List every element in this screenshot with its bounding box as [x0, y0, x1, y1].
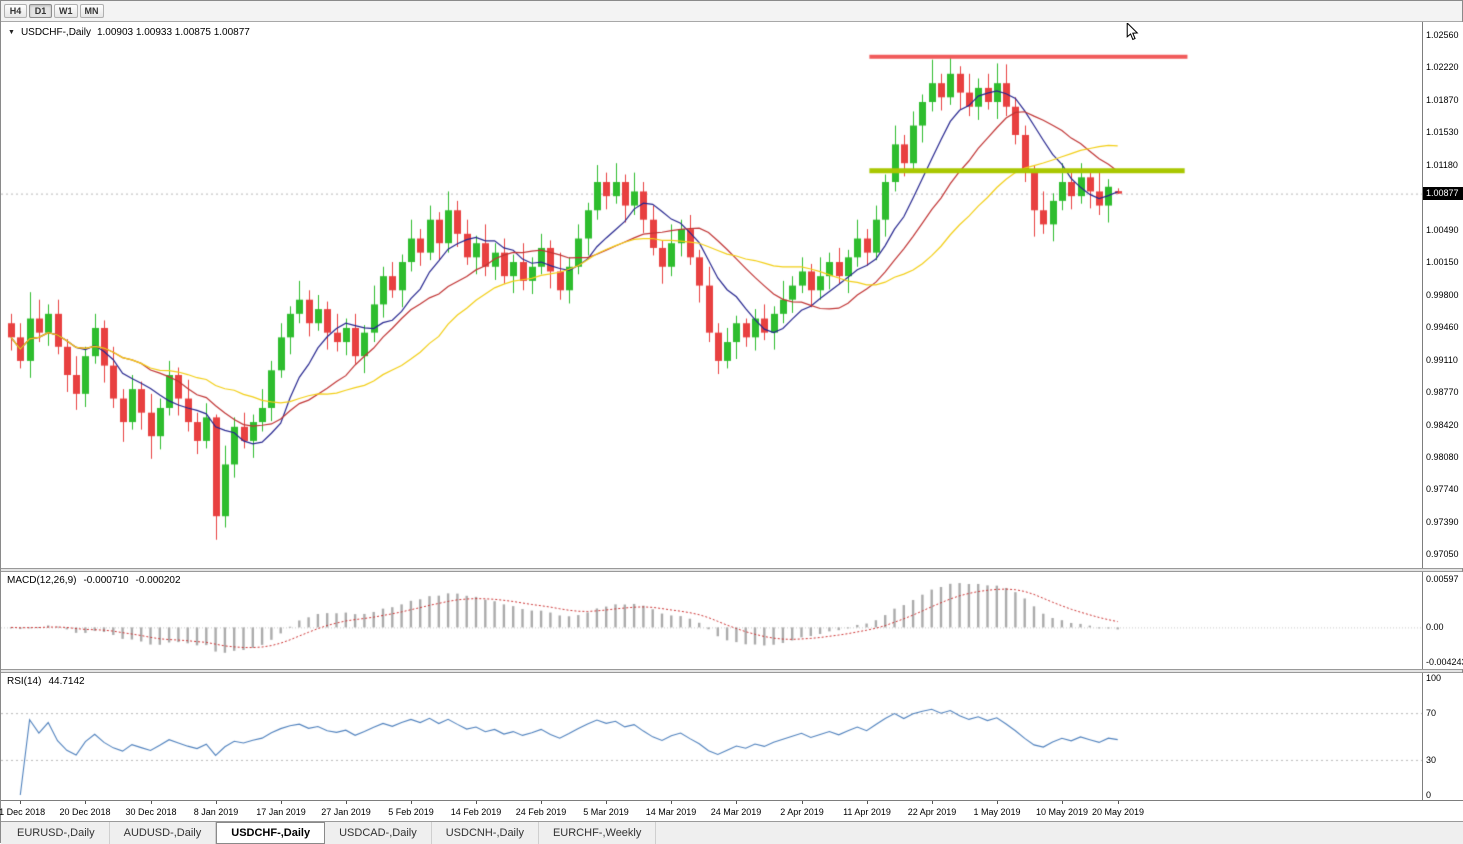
mouse-cursor — [1126, 23, 1139, 41]
macd-panel: MACD(12,26,9) -0.000710 -0.000202 0.0059… — [1, 572, 1463, 669]
price-axis-label: 1.00150 — [1426, 257, 1459, 268]
price-chart-panel: ▼ USDCHF-,Daily 1.00903 1.00933 1.00875 … — [1, 22, 1463, 568]
time-axis-label: 11 Apr 2019 — [843, 807, 891, 817]
macd-axis: 0.00597 0.00 -0.004243 — [1422, 572, 1463, 669]
time-axis-tick — [671, 801, 672, 804]
time-axis-label: 11 Dec 2018 — [0, 807, 46, 817]
panel-splitter[interactable] — [1, 669, 1462, 673]
rsi-axis: 100 70 30 0 — [1422, 673, 1463, 800]
macd-axis-label: 0.00597 — [1426, 573, 1459, 584]
symbol-tab-eurusd[interactable]: EURUSD-,Daily — [3, 822, 110, 844]
symbol-tab-usdcnh[interactable]: USDCNH-,Daily — [432, 822, 539, 844]
time-axis-label: 24 Feb 2019 — [515, 807, 567, 817]
time-axis-tick — [476, 801, 477, 804]
time-axis-tick — [20, 801, 21, 804]
time-axis-tick — [932, 801, 933, 804]
panel-splitter[interactable] — [1, 568, 1462, 572]
timeframe-toolbar: H4 D1 W1 MN — [1, 1, 1462, 22]
timeframe-button-h4[interactable]: H4 — [4, 4, 27, 18]
symbol-tab-bar: EURUSD-,Daily AUDUSD-,Daily USDCHF-,Daily U… — [1, 821, 1463, 844]
time-axis-tick — [606, 801, 607, 804]
rsi-axis-label: 100 — [1426, 673, 1442, 683]
price-axis-label: 0.98420 — [1426, 419, 1459, 430]
timeframe-button-mn[interactable]: MN — [79, 4, 104, 18]
time-axis-tick — [1062, 801, 1063, 804]
rsi-label-row: RSI(14) 44.7142 — [7, 676, 85, 687]
price-axis-label: 0.97050 — [1426, 548, 1459, 559]
price-axis-label: 1.02560 — [1426, 30, 1459, 41]
time-axis-label: 20 May 2019 — [1091, 807, 1145, 817]
time-axis-tick — [541, 801, 542, 804]
time-axis-label: 30 Dec 2018 — [125, 807, 177, 817]
price-axis-label: 0.97740 — [1426, 483, 1459, 494]
time-axis-label: 20 Dec 2018 — [59, 807, 111, 817]
macd-axis-label: -0.004243 — [1426, 656, 1463, 667]
time-axis-label: 10 May 2019 — [1035, 807, 1089, 817]
time-axis-label: 17 Jan 2019 — [256, 807, 306, 817]
chart-symbol-label: USDCHF-,Daily — [20, 27, 91, 38]
macd-label-row: MACD(12,26,9) -0.000710 -0.000202 — [7, 575, 181, 586]
time-axis-label: 14 Mar 2019 — [645, 807, 697, 817]
macd-canvas[interactable] — [1, 572, 1422, 669]
macd-axis-label: 0.00 — [1426, 622, 1444, 633]
price-axis-label: 1.02220 — [1426, 62, 1459, 73]
time-axis-label: 8 Jan 2019 — [193, 807, 239, 817]
rsi-axis-label: 30 — [1426, 754, 1437, 765]
time-axis-tick — [281, 801, 282, 804]
rsi-canvas[interactable] — [1, 673, 1422, 800]
symbol-tab-usdcad[interactable]: USDCAD-,Daily — [325, 822, 432, 844]
time-axis-tick — [997, 801, 998, 804]
time-axis-label: 2 Apr 2019 — [780, 807, 824, 817]
time-axis[interactable]: 11 Dec 2018 20 Dec 2018 30 Dec 2018 8 Jan 2… — [0, 800, 1463, 821]
rsi-axis-label: 70 — [1426, 708, 1437, 719]
chart-ohlc-values: 1.00903 1.00933 1.00875 1.00877 — [96, 27, 250, 38]
time-axis-tick — [411, 801, 412, 804]
price-axis[interactable]: 1.02560 1.02220 1.01870 1.01530 1.01180 1.008… — [1422, 22, 1463, 568]
time-axis-tick — [346, 801, 347, 804]
symbol-tab-audusd[interactable]: AUDUSD-,Daily — [110, 822, 217, 844]
time-axis-tick — [216, 801, 217, 804]
timeframe-button-w1[interactable]: W1 — [54, 4, 78, 18]
price-axis-label: 0.98770 — [1426, 386, 1459, 397]
chart-title: ▼ USDCHF-,Daily 1.00903 1.00933 1.00875 … — [8, 27, 250, 38]
time-axis-tick — [802, 801, 803, 804]
price-axis-label: 0.97390 — [1426, 516, 1459, 527]
timeframe-button-d1[interactable]: D1 — [29, 4, 52, 18]
time-axis-label: 24 Mar 2019 — [710, 807, 762, 817]
time-axis-label: 14 Feb 2019 — [450, 807, 502, 817]
symbol-tab-usdchf[interactable]: USDCHF-,Daily — [216, 822, 326, 844]
price-axis-label: 0.99800 — [1426, 290, 1459, 300]
macd-label: MACD(12,26,9) — [7, 575, 77, 586]
rsi-axis-label: 0 — [1426, 790, 1432, 800]
time-axis-tick — [151, 801, 152, 804]
price-axis-label: 0.99110 — [1426, 354, 1458, 365]
chart-dropdown-icon[interactable]: ▼ — [8, 29, 15, 36]
price-chart-canvas[interactable] — [1, 22, 1422, 568]
time-axis-label: 5 Mar 2019 — [583, 807, 629, 817]
price-axis-label: 1.01180 — [1426, 160, 1458, 171]
current-price-box: 1.00877 — [1423, 186, 1463, 200]
time-axis-tick — [736, 801, 737, 804]
time-axis-label: 22 Apr 2019 — [907, 807, 957, 817]
price-axis-label: 0.98080 — [1426, 451, 1459, 462]
macd-signal-value: -0.000202 — [135, 575, 181, 586]
price-axis-label: 1.01870 — [1426, 95, 1459, 106]
time-axis-tick — [867, 801, 868, 804]
price-axis-label: 1.01530 — [1426, 127, 1459, 138]
time-axis-label: 27 Jan 2019 — [321, 807, 371, 817]
rsi-panel: RSI(14) 44.7142 100 70 30 0 — [1, 673, 1463, 800]
price-axis-label: 1.00490 — [1426, 225, 1459, 236]
time-axis-tick — [85, 801, 86, 804]
time-axis-tick — [1118, 801, 1119, 804]
time-axis-label: 1 May 2019 — [973, 807, 1021, 817]
time-axis-label: 5 Feb 2019 — [388, 807, 434, 817]
macd-main-value: -0.000710 — [83, 575, 129, 586]
symbol-tab-eurchf[interactable]: EURCHF-,Weekly — [539, 822, 657, 844]
rsi-value: 44.7142 — [48, 676, 85, 687]
rsi-label: RSI(14) — [7, 676, 42, 687]
price-axis-label: 0.99460 — [1426, 322, 1459, 332]
